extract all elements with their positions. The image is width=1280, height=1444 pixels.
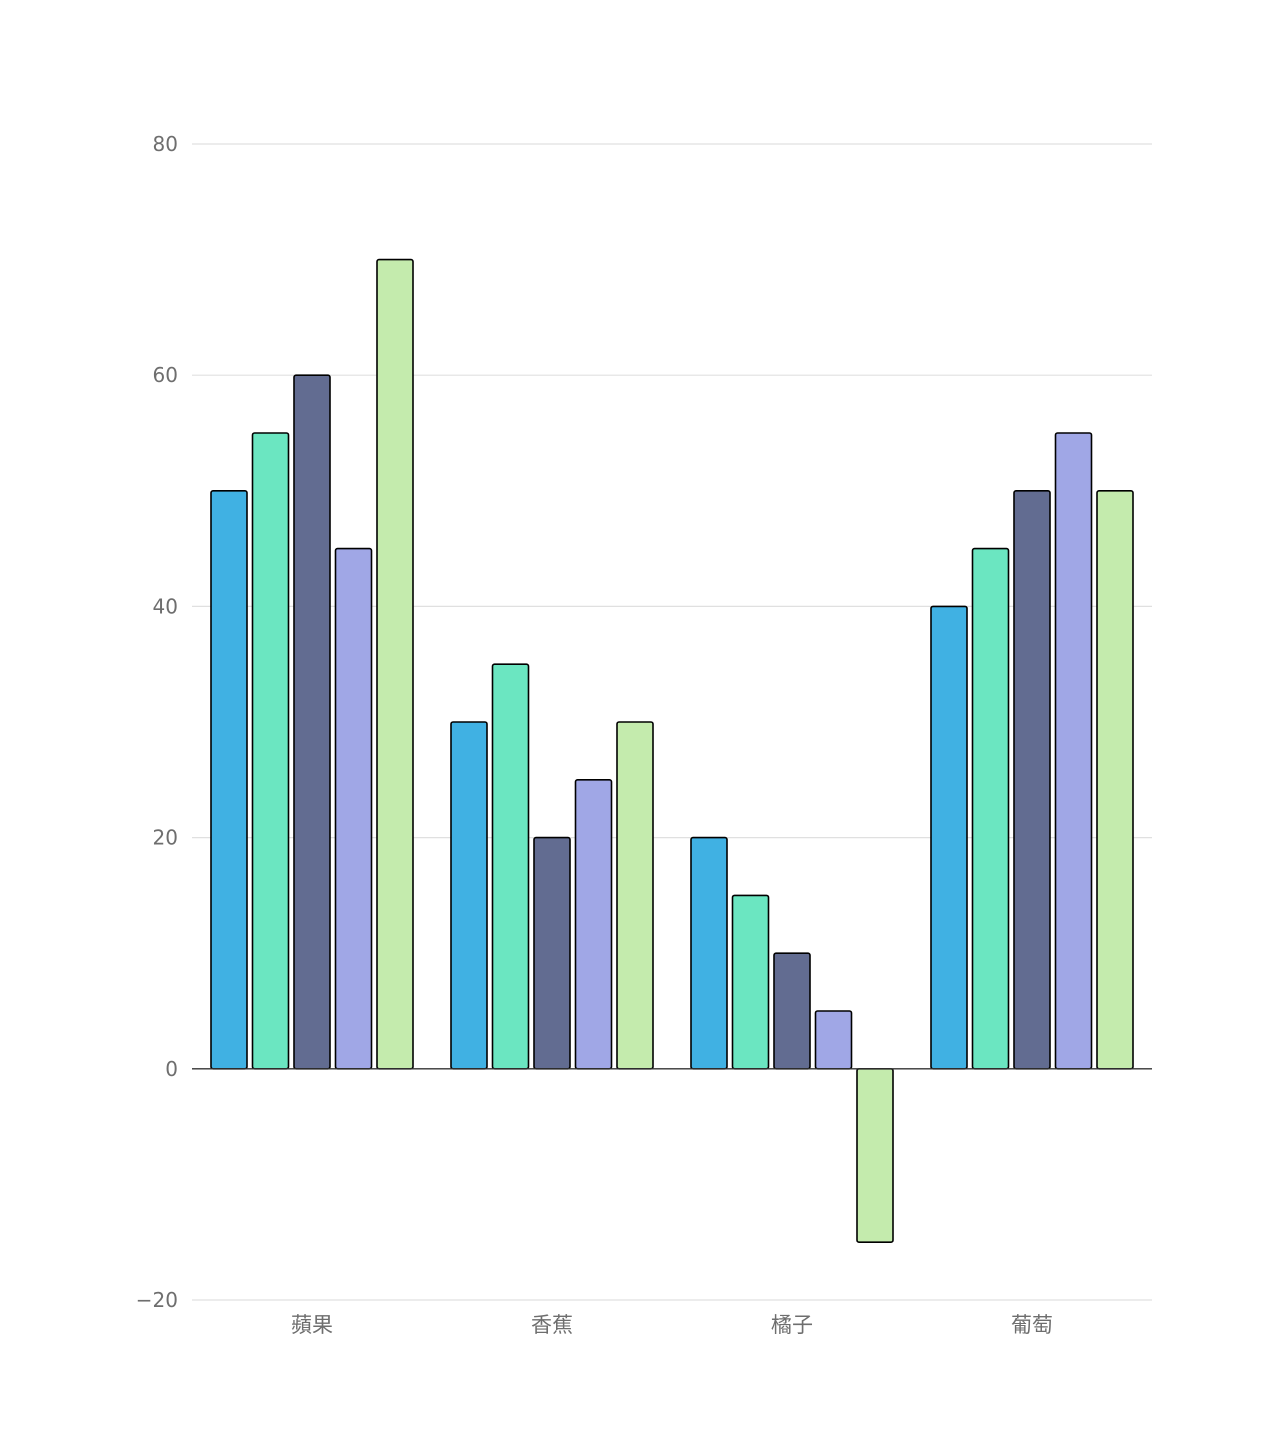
- bar-2-4: [856, 1068, 894, 1244]
- bar-3-1: [971, 547, 1010, 1070]
- bar-0-1: [251, 432, 290, 1070]
- x-category-label: 葡萄: [1011, 1313, 1053, 1337]
- bar-2-3: [814, 1010, 853, 1070]
- y-tick-label: 0: [165, 1057, 178, 1081]
- y-axis-tick-labels: −20 0 20 40 60 80: [136, 132, 178, 1312]
- bar-3-2: [1013, 489, 1051, 1070]
- x-category-label: 蘋果: [291, 1313, 333, 1337]
- bar-0-2: [293, 374, 331, 1070]
- y-tick-label: −20: [136, 1288, 178, 1312]
- bar-1-3: [574, 778, 613, 1070]
- y-tick-label: 60: [153, 363, 178, 387]
- bar-1-1: [491, 663, 530, 1070]
- bar-3-0: [930, 605, 968, 1070]
- bar-1-2: [533, 836, 571, 1070]
- bar-0-3: [334, 547, 373, 1070]
- x-axis-category-labels: 蘋果 香蕉 橘子 葡萄: [291, 1313, 1053, 1337]
- bar-2-2: [773, 952, 811, 1070]
- y-tick-label: 20: [153, 826, 178, 850]
- bar-0-0: [210, 489, 248, 1070]
- x-category-label: 香蕉: [531, 1313, 573, 1337]
- bar-3-4: [1096, 489, 1134, 1070]
- bar-0-4: [376, 258, 414, 1070]
- bar-2-0: [690, 836, 728, 1070]
- bar-1-0: [450, 721, 488, 1070]
- bar-1-4: [616, 721, 654, 1070]
- bar-2-1: [731, 894, 770, 1070]
- y-tick-label: 80: [153, 132, 178, 156]
- y-tick-label: 40: [153, 594, 178, 618]
- x-category-label: 橘子: [771, 1313, 813, 1337]
- bars: [210, 258, 1134, 1244]
- bar-3-3: [1054, 432, 1093, 1070]
